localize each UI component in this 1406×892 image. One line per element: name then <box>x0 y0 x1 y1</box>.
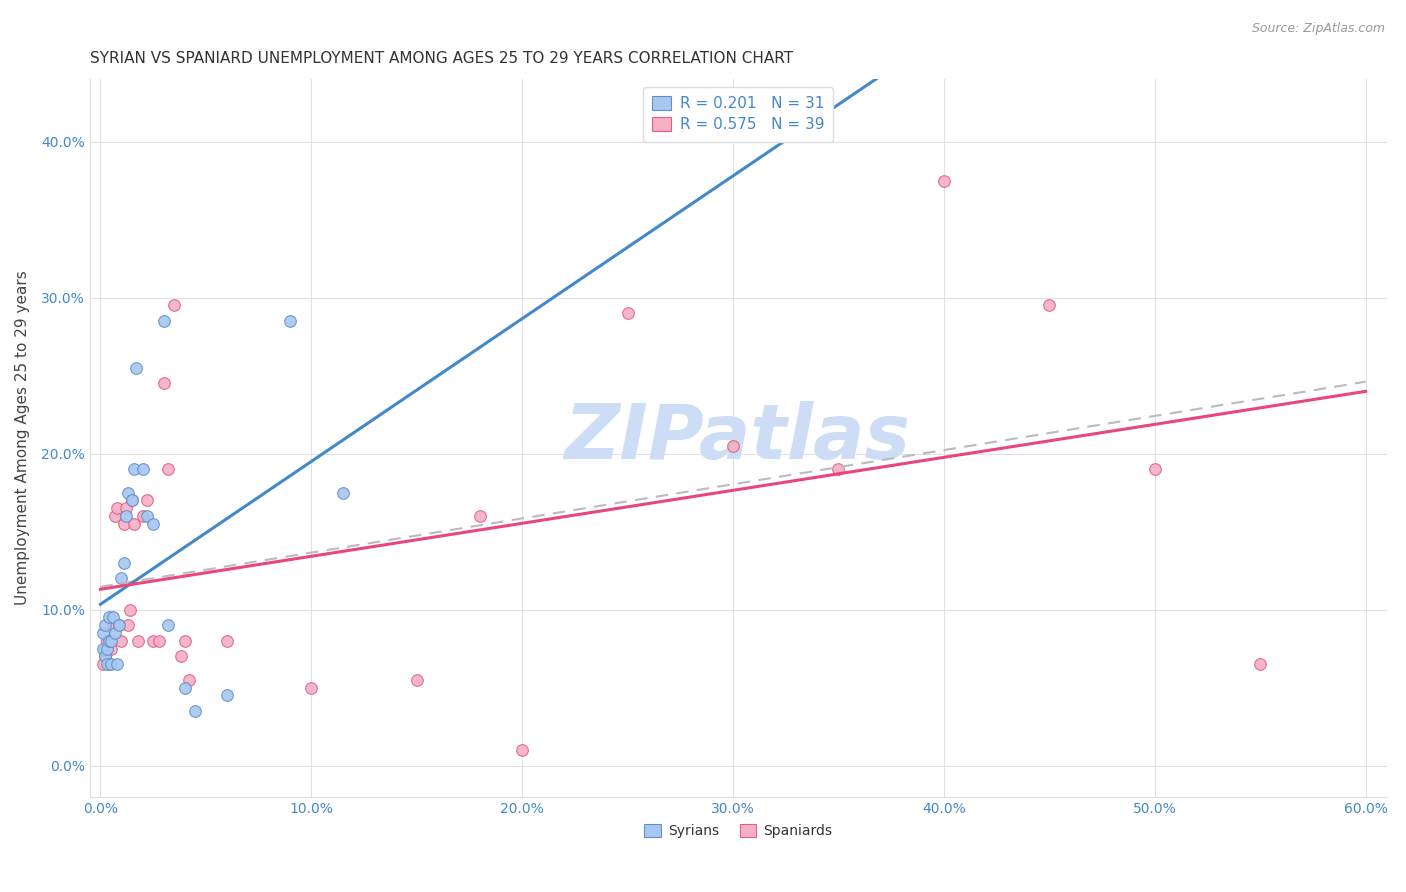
Point <box>117 485 139 500</box>
Point <box>332 485 354 500</box>
Point <box>105 501 128 516</box>
Point <box>122 516 145 531</box>
Point <box>108 618 131 632</box>
Point <box>93 618 115 632</box>
Point <box>616 306 638 320</box>
Point <box>299 681 322 695</box>
Point <box>135 509 157 524</box>
Point <box>96 657 118 672</box>
Point <box>122 462 145 476</box>
Point <box>121 493 143 508</box>
Point <box>108 618 131 632</box>
Point <box>125 360 148 375</box>
Point <box>184 704 207 718</box>
Point <box>114 509 136 524</box>
Text: Source: ZipAtlas.com: Source: ZipAtlas.com <box>1251 22 1385 36</box>
Point <box>1143 462 1166 476</box>
Point <box>127 633 149 648</box>
Point <box>97 633 120 648</box>
Point <box>135 493 157 508</box>
Y-axis label: Unemployment Among Ages 25 to 29 years: Unemployment Among Ages 25 to 29 years <box>15 270 30 606</box>
Point <box>101 610 124 624</box>
Point <box>101 618 124 632</box>
Point <box>1038 298 1060 312</box>
Point <box>163 298 186 312</box>
Point <box>105 657 128 672</box>
Point <box>468 509 491 524</box>
Point <box>278 314 301 328</box>
Point <box>117 618 139 632</box>
Point <box>131 462 153 476</box>
Point <box>827 462 849 476</box>
Point <box>97 610 120 624</box>
Point <box>152 314 174 328</box>
Point <box>142 516 165 531</box>
Point <box>93 649 115 664</box>
Point <box>100 657 122 672</box>
Point <box>118 602 141 616</box>
Point <box>173 633 195 648</box>
Point <box>152 376 174 391</box>
Point <box>173 681 195 695</box>
Point <box>100 641 122 656</box>
Point <box>156 462 179 476</box>
Point <box>91 657 114 672</box>
Point <box>1249 657 1271 672</box>
Text: SYRIAN VS SPANIARD UNEMPLOYMENT AMONG AGES 25 TO 29 YEARS CORRELATION CHART: SYRIAN VS SPANIARD UNEMPLOYMENT AMONG AG… <box>90 51 793 66</box>
Point <box>104 509 127 524</box>
Point <box>156 618 179 632</box>
Point <box>405 673 427 687</box>
Point <box>110 571 132 585</box>
Point <box>142 633 165 648</box>
Point <box>112 556 135 570</box>
Point <box>169 649 191 664</box>
Point <box>932 174 955 188</box>
Point <box>100 633 122 648</box>
Point <box>114 501 136 516</box>
Point <box>112 516 135 531</box>
Point <box>91 641 114 656</box>
Point <box>110 633 132 648</box>
Point <box>148 633 170 648</box>
Point <box>510 743 533 757</box>
Point <box>121 493 143 508</box>
Point <box>721 439 744 453</box>
Point <box>104 626 127 640</box>
Point <box>177 673 200 687</box>
Legend: Syrians, Spaniards: Syrians, Spaniards <box>638 819 838 844</box>
Point <box>215 633 238 648</box>
Point <box>96 641 118 656</box>
Text: ZIPatlas: ZIPatlas <box>565 401 911 475</box>
Point <box>131 509 153 524</box>
Point <box>91 626 114 640</box>
Point <box>215 689 238 703</box>
Point <box>93 649 115 664</box>
Point <box>96 633 118 648</box>
Point <box>97 657 120 672</box>
